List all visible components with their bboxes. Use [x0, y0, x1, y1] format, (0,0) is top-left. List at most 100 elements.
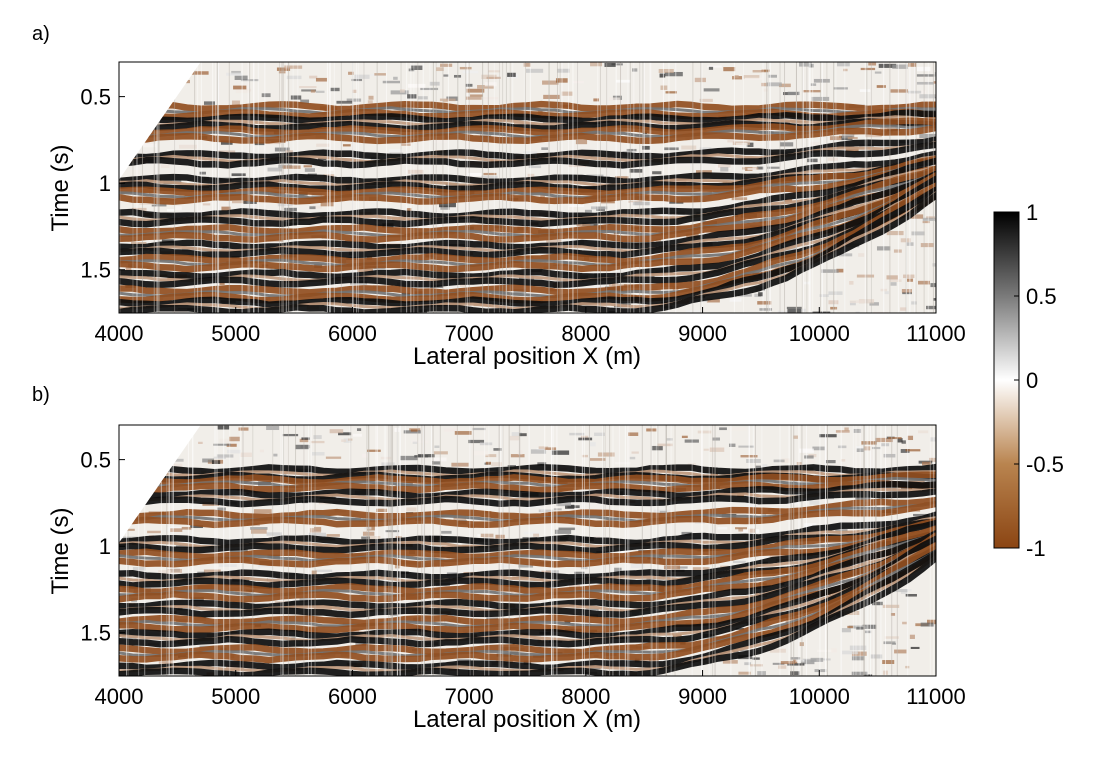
noise-speckle	[759, 591, 765, 595]
noise-speckle	[465, 83, 473, 87]
noise-speckle	[141, 449, 155, 454]
noise-speckle	[141, 444, 154, 448]
noise-speckle	[558, 527, 576, 531]
noise-speckle	[346, 98, 362, 102]
x-tick-label: 8000	[561, 321, 610, 346]
noise-speckle	[352, 89, 357, 93]
noise-speckle	[691, 537, 703, 542]
noise-speckle	[540, 508, 546, 512]
noise-speckle	[406, 507, 417, 512]
noise-speckle	[865, 134, 882, 138]
noise-speckle	[451, 462, 469, 467]
noise-speckle	[480, 533, 494, 537]
reflector-event	[119, 496, 936, 521]
noise-speckle	[648, 288, 661, 293]
reflector-event	[119, 176, 936, 267]
noise-speckle	[139, 202, 156, 205]
noise-speckle	[135, 110, 145, 115]
panel-b: b) 4000 5000 6000 7000 8000 9000 10000 11000 0.…	[32, 384, 966, 733]
noise-speckle	[738, 445, 755, 448]
noise-speckle	[362, 453, 369, 458]
noise-speckle	[267, 167, 283, 172]
noise-speckle	[491, 291, 507, 296]
noise-speckle	[343, 438, 352, 443]
noise-speckle	[286, 75, 302, 80]
noise-speckle	[611, 63, 623, 66]
noise-speckle	[568, 164, 587, 168]
noise-speckle	[761, 69, 770, 72]
noise-speckle	[198, 441, 203, 444]
noise-speckle	[169, 463, 183, 468]
noise-speckle	[907, 90, 922, 94]
noise-speckle	[883, 453, 896, 458]
noise-speckle	[410, 429, 418, 432]
noise-speckle	[234, 75, 248, 80]
noise-speckle	[672, 179, 687, 184]
noise-speckle	[542, 80, 559, 85]
noise-speckle	[856, 445, 865, 450]
noise-speckle	[851, 671, 868, 676]
noise-speckle	[466, 88, 485, 93]
noise-speckle	[213, 456, 226, 459]
noise-speckle	[546, 240, 562, 243]
noise-speckle	[376, 508, 388, 513]
noise-speckle	[465, 96, 482, 100]
noise-speckle	[860, 67, 876, 71]
noise-speckle	[780, 661, 795, 665]
noise-speckle	[131, 242, 147, 246]
noise-speckle	[213, 443, 231, 446]
noise-speckle	[744, 77, 763, 80]
noise-speckle	[364, 525, 372, 530]
noise-speckle	[154, 76, 171, 81]
noise-speckle	[581, 566, 588, 570]
noise-speckle	[330, 87, 340, 92]
noise-speckle	[326, 534, 340, 537]
noise-speckle	[523, 62, 531, 67]
noise-speckle	[144, 79, 161, 84]
noise-speckle	[288, 261, 295, 264]
noise-speckle	[468, 172, 482, 176]
noise-speckle	[329, 429, 344, 434]
noise-speckle	[175, 62, 181, 66]
noise-speckle	[352, 433, 362, 437]
noise-speckle	[403, 430, 421, 434]
noise-speckle	[267, 577, 281, 581]
noise-speckle	[758, 292, 763, 297]
noise-speckle	[934, 94, 936, 99]
noise-speckle	[273, 120, 284, 123]
reflector-event	[119, 161, 936, 200]
noise-speckle	[319, 180, 326, 183]
noise-speckle	[699, 98, 713, 102]
noise-speckle	[749, 664, 763, 667]
noise-speckle	[729, 297, 742, 302]
noise-speckle	[804, 523, 817, 528]
x-tick-label: 4000	[95, 321, 144, 346]
noise-speckle	[250, 527, 268, 530]
noise-speckle	[849, 301, 856, 306]
noise-speckle	[377, 590, 384, 595]
noise-speckle	[545, 570, 559, 574]
noise-speckle	[735, 142, 748, 148]
noise-speckle	[738, 528, 744, 532]
noise-speckle	[540, 194, 545, 199]
noise-speckle	[787, 308, 802, 313]
noise-speckle	[614, 176, 629, 180]
noise-speckle	[828, 291, 843, 295]
noise-speckle	[165, 64, 178, 67]
noise-speckle	[367, 449, 381, 452]
noise-speckle	[761, 82, 768, 87]
noise-speckle	[684, 439, 699, 443]
noise-speckle	[225, 665, 244, 670]
noise-speckle	[518, 564, 534, 568]
plot-frame	[118, 61, 937, 314]
noise-speckle	[642, 145, 651, 150]
noise-speckle	[284, 207, 297, 212]
noise-speckle	[722, 660, 738, 664]
noise-speckle	[351, 78, 363, 82]
x-tick-labels-b: 4000 5000 6000 7000 8000 9000 10000 11000	[95, 670, 966, 709]
noise-speckle	[399, 89, 405, 93]
noise-speckle	[485, 461, 491, 465]
x-tick-label: 5000	[211, 321, 260, 346]
noise-speckle	[412, 441, 418, 444]
noise-speckle	[646, 428, 657, 432]
